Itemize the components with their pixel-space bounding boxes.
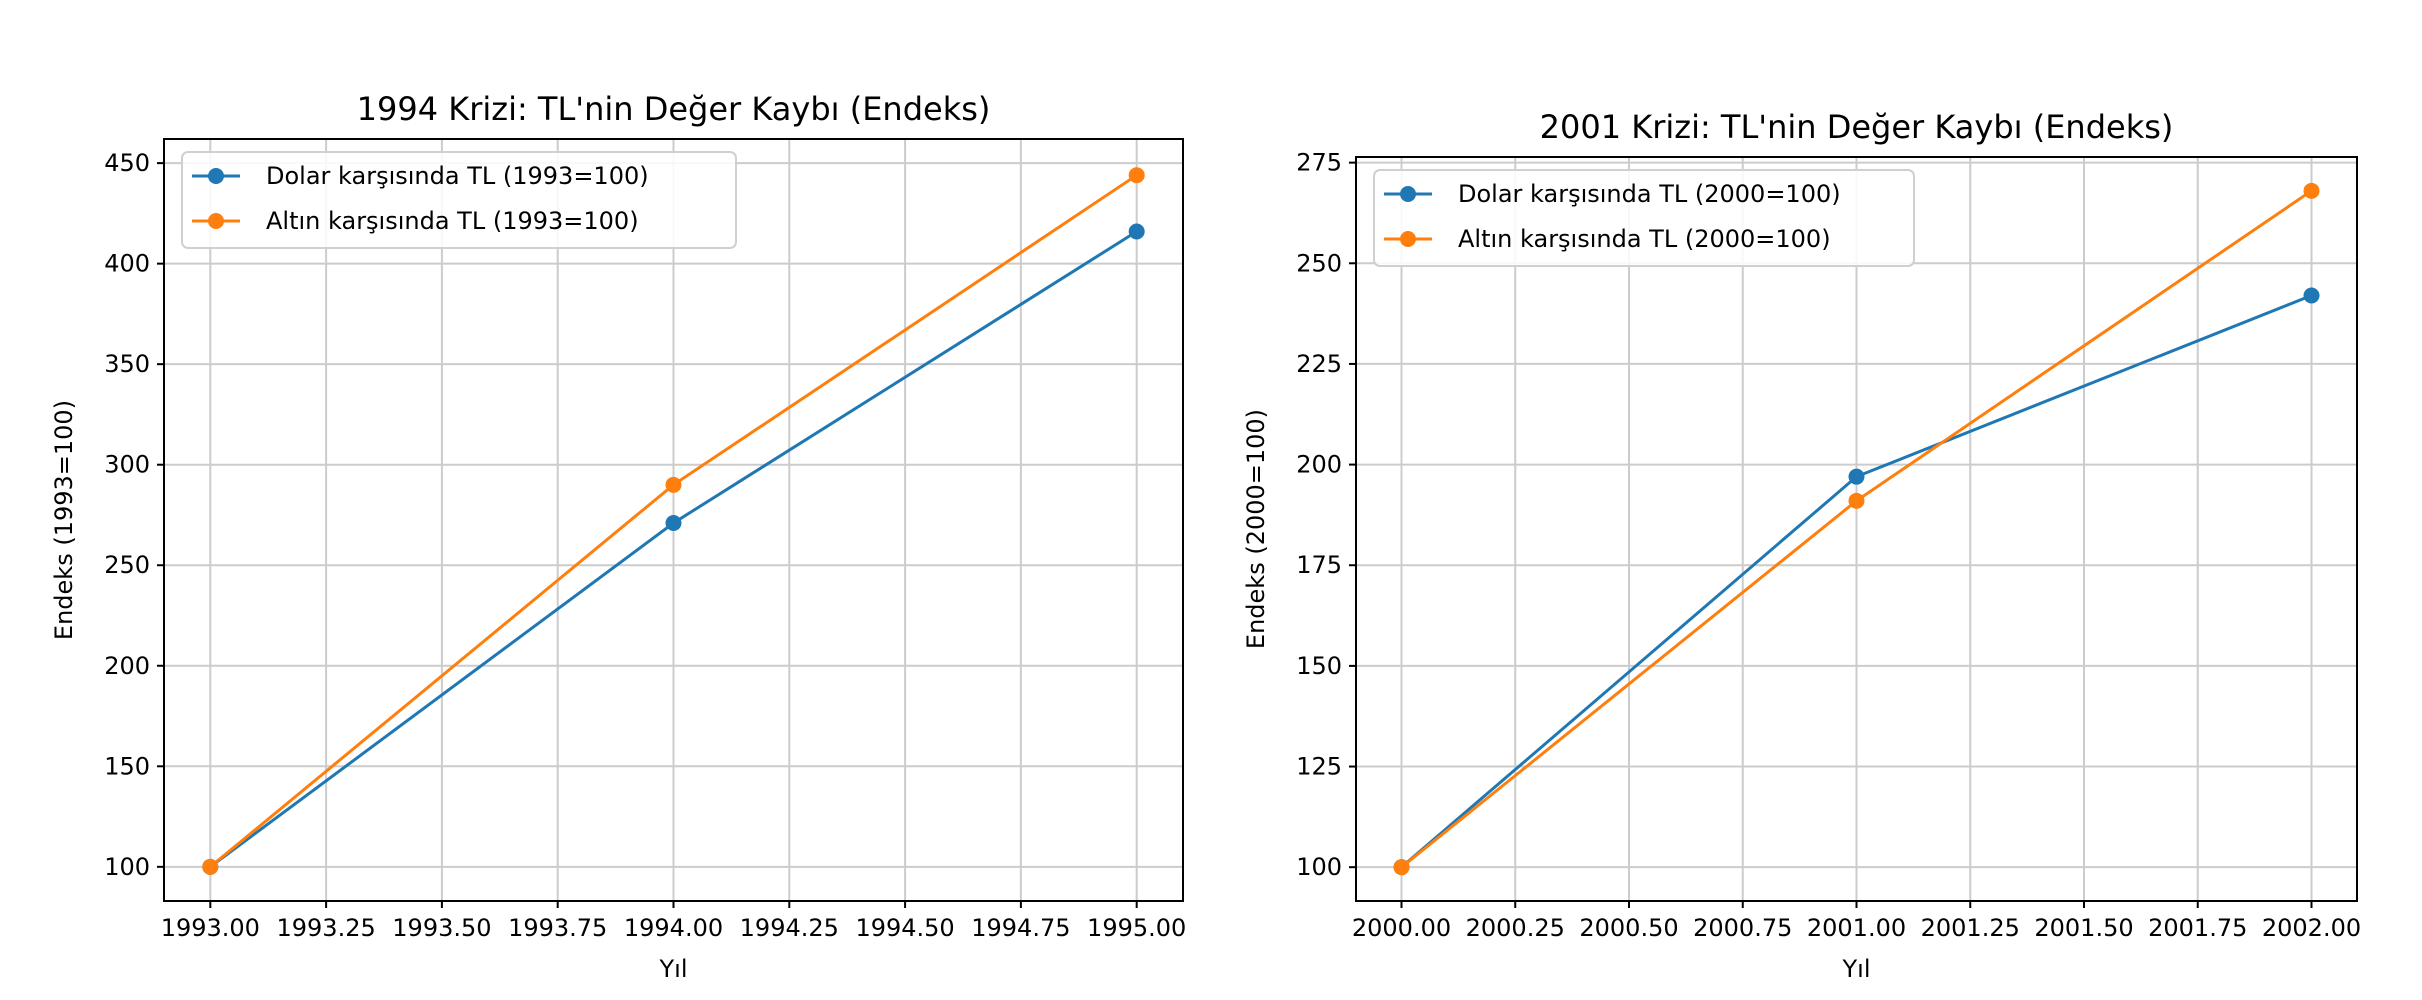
legend: Dolar karşısında TL (1993=100) Altın kar… bbox=[181, 151, 737, 249]
x-tick-label: 1993.25 bbox=[276, 914, 375, 942]
y-tick-label: 200 bbox=[1296, 451, 1342, 479]
x-tick-label: 1994.25 bbox=[740, 914, 839, 942]
legend-item-dolar: Dolar karşısında TL (2000=100) bbox=[1384, 180, 1841, 208]
data-point-alt-n bbox=[1848, 492, 1865, 509]
legend-dot-marker bbox=[208, 168, 224, 184]
chart-title: 1994 Krizi: TL'nin Değer Kaybı (Endeks) bbox=[357, 90, 991, 128]
y-axis-label: Endeks (1993=100) bbox=[50, 400, 78, 640]
x-tick-label: 2000.25 bbox=[1466, 914, 1565, 942]
data-point-dolar bbox=[1128, 223, 1145, 240]
legend-label: Dolar karşısında TL (1993=100) bbox=[266, 162, 649, 190]
legend-label: Altın karşısında TL (1993=100) bbox=[266, 207, 639, 235]
legend-label: Dolar karşısında TL (2000=100) bbox=[1458, 180, 1841, 208]
x-tick-label: 2001.25 bbox=[1921, 914, 2020, 942]
y-tick-label: 200 bbox=[104, 652, 150, 680]
legend-box bbox=[1373, 169, 1915, 267]
data-point-alt-n bbox=[1128, 167, 1145, 184]
tick-layer: 1993.00 1993.25 1993.50 1993.75 1994.00 1994.… bbox=[104, 149, 1186, 942]
data-point-dolar bbox=[2303, 287, 2320, 304]
x-tick-label: 2001.75 bbox=[2148, 914, 2247, 942]
x-tick-label: 2000.00 bbox=[1352, 914, 1451, 942]
y-tick-label: 250 bbox=[104, 551, 150, 579]
legend-box bbox=[181, 151, 737, 249]
x-tick-label: 1994.50 bbox=[855, 914, 954, 942]
data-point-dolar bbox=[1848, 468, 1865, 485]
x-tick-label: 1993.00 bbox=[161, 914, 260, 942]
x-tick-label: 1994.75 bbox=[971, 914, 1070, 942]
y-tick-label: 175 bbox=[1296, 551, 1342, 579]
y-tick-label: 275 bbox=[1296, 149, 1342, 177]
data-point-alt-n bbox=[1393, 859, 1410, 876]
y-tick-label: 250 bbox=[1296, 249, 1342, 277]
chart-title: 2001 Krizi: TL'nin Değer Kaybı (Endeks) bbox=[1540, 108, 2174, 146]
x-tick-label: 1995.00 bbox=[1087, 914, 1186, 942]
y-tick-label: 400 bbox=[104, 250, 150, 278]
x-tick-label: 2001.50 bbox=[2034, 914, 2133, 942]
x-tick-label: 1993.50 bbox=[392, 914, 491, 942]
data-point-dolar bbox=[665, 515, 682, 532]
x-tick-label: 2002.00 bbox=[2262, 914, 2361, 942]
series-layer bbox=[1393, 182, 2320, 876]
y-tick-label: 150 bbox=[1296, 652, 1342, 680]
x-tick-label: 1994.00 bbox=[624, 914, 723, 942]
legend-dot-marker bbox=[1400, 231, 1416, 247]
data-point-alt-n bbox=[665, 476, 682, 493]
y-tick-label: 125 bbox=[1296, 753, 1342, 781]
x-tick-label: 2000.50 bbox=[1579, 914, 1678, 942]
legend-item-dolar: Dolar karşısında TL (1993=100) bbox=[192, 162, 649, 190]
chart-2001-crisis: 2000.00 2000.25 2000.50 2000.75 2001.00 2001.… bbox=[1242, 108, 2361, 983]
tick-layer: 2000.00 2000.25 2000.50 2000.75 2001.00 2001.… bbox=[1296, 149, 2361, 942]
legend: Dolar karşısında TL (2000=100) Altın kar… bbox=[1373, 169, 1915, 267]
y-tick-label: 300 bbox=[104, 451, 150, 479]
y-tick-label: 150 bbox=[104, 752, 150, 780]
data-point-alt-n bbox=[2303, 182, 2320, 199]
x-tick-label: 1993.75 bbox=[508, 914, 607, 942]
y-tick-label: 100 bbox=[1296, 853, 1342, 881]
y-tick-label: 350 bbox=[104, 350, 150, 378]
x-tick-label: 2001.00 bbox=[1807, 914, 1906, 942]
legend-item-altin: Altın karşısında TL (1993=100) bbox=[192, 207, 639, 235]
series-layer bbox=[202, 167, 1145, 875]
y-tick-label: 225 bbox=[1296, 350, 1342, 378]
chart-1994-crisis: 1993.00 1993.25 1993.50 1993.75 1994.00 1994.… bbox=[50, 90, 1186, 983]
x-axis-label: Yıl bbox=[1842, 955, 1871, 983]
x-axis-label: Yıl bbox=[659, 955, 688, 983]
legend-dot-marker bbox=[208, 213, 224, 229]
legend-label: Altın karşısında TL (2000=100) bbox=[1458, 225, 1831, 253]
legend-item-altin: Altın karşısında TL (2000=100) bbox=[1384, 225, 1831, 253]
x-tick-label: 2000.75 bbox=[1693, 914, 1792, 942]
y-tick-label: 450 bbox=[104, 149, 150, 177]
y-axis-label: Endeks (2000=100) bbox=[1242, 409, 1270, 649]
legend-dot-marker bbox=[1400, 186, 1416, 202]
y-tick-label: 100 bbox=[104, 853, 150, 881]
data-point-alt-n bbox=[202, 858, 219, 875]
